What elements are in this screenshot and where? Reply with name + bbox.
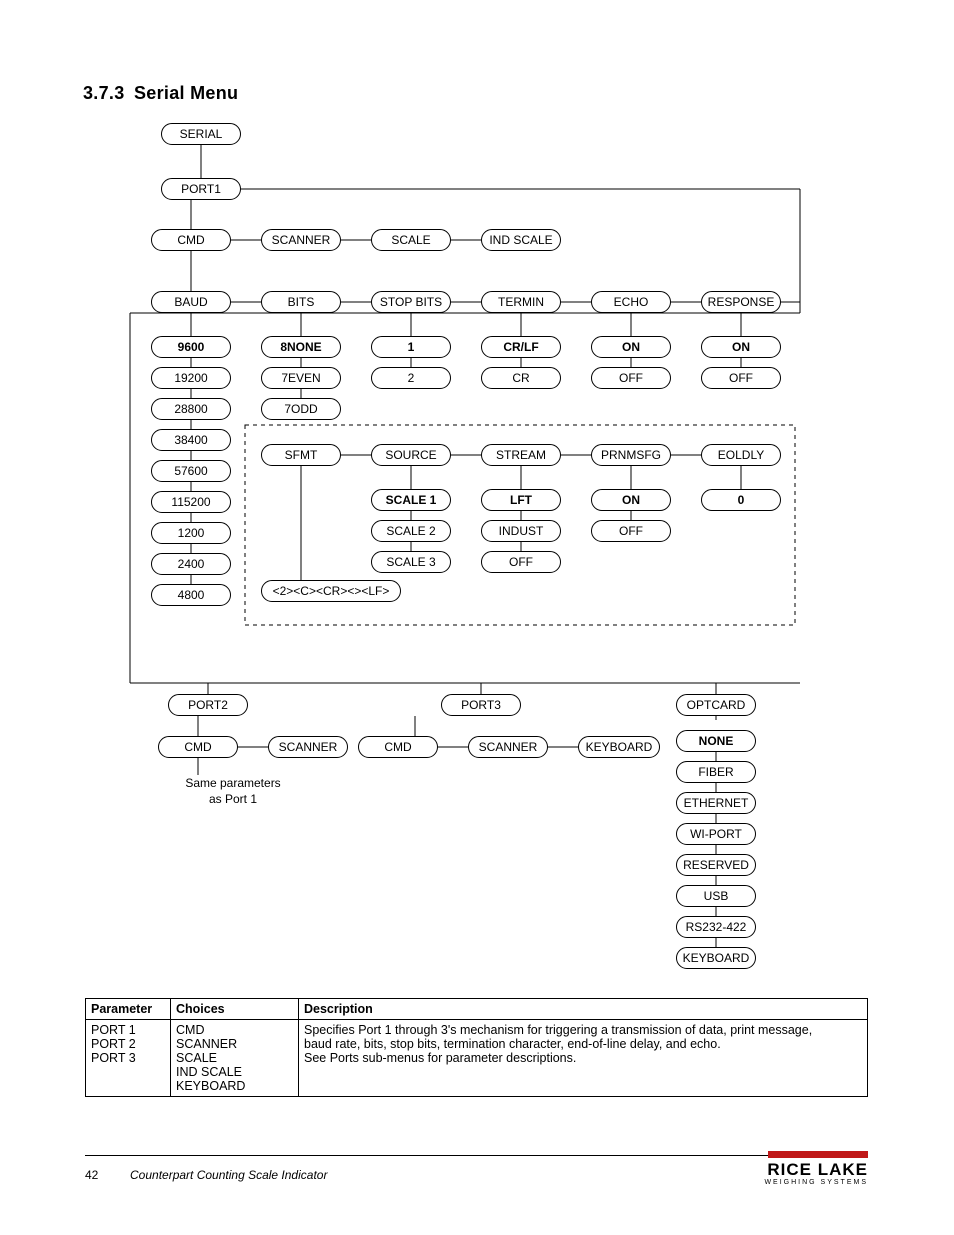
opt-baud-0: 9600	[151, 336, 231, 358]
ch-l4: IND SCALE	[176, 1065, 242, 1079]
node-cmd: CMD	[151, 229, 231, 251]
brand-bot: WEIGHING SYSTEMS	[740, 1179, 868, 1186]
footer-rule	[85, 1155, 868, 1156]
p3-cmd: CMD	[358, 736, 438, 758]
node-stopbits: STOP BITS	[371, 291, 451, 313]
node-bits: BITS	[261, 291, 341, 313]
opt-resp-0: ON	[701, 336, 781, 358]
brand-redbar	[768, 1151, 868, 1158]
opt-str-2: OFF	[481, 551, 561, 573]
opt-baud-5: 115200	[151, 491, 231, 513]
opt-optcard-3: WI-PORT	[676, 823, 756, 845]
footer-title: Counterpart Counting Scale Indicator	[130, 1168, 327, 1182]
opt-prn-0: ON	[591, 489, 671, 511]
td-param: PORT 1 PORT 2 PORT 3	[86, 1020, 171, 1097]
p2-scanner: SCANNER	[268, 736, 348, 758]
p3-scanner: SCANNER	[468, 736, 548, 758]
node-eoldly: EOLDLY	[701, 444, 781, 466]
opt-stop-0: 1	[371, 336, 451, 358]
td-desc: Specifies Port 1 through 3's mechanism f…	[299, 1020, 868, 1097]
p3-keyboard: KEYBOARD	[578, 736, 660, 758]
opt-str-0: LFT	[481, 489, 561, 511]
brand-top: RICE LAKE	[740, 1161, 868, 1178]
opt-baud-2: 28800	[151, 398, 231, 420]
opt-baud-1: 19200	[151, 367, 231, 389]
node-source: SOURCE	[371, 444, 451, 466]
opt-echo-1: OFF	[591, 367, 671, 389]
th-desc: Description	[299, 999, 868, 1020]
section-number: 3.7.3	[83, 83, 125, 104]
opt-stop-1: 2	[371, 367, 451, 389]
opt-str-1: INDUST	[481, 520, 561, 542]
th-param: Parameter	[86, 999, 171, 1020]
opt-term-0: CR/LF	[481, 336, 561, 358]
td-choices: CMD SCANNER SCALE IND SCALE KEYBOARD	[171, 1020, 299, 1097]
node-echo: ECHO	[591, 291, 671, 313]
opt-optcard-4: RESERVED	[676, 854, 756, 876]
opt-src-0: SCALE 1	[371, 489, 451, 511]
opt-src-2: SCALE 3	[371, 551, 451, 573]
opt-optcard-7: KEYBOARD	[676, 947, 756, 969]
node-scanner: SCANNER	[261, 229, 341, 251]
node-prnmsfg: PRNMSFG	[591, 444, 671, 466]
opt-bits-1: 7EVEN	[261, 367, 341, 389]
opt-baud-6: 1200	[151, 522, 231, 544]
footer-pagenum: 42	[85, 1168, 98, 1182]
desc-l3: See Ports sub-menus for parameter descri…	[304, 1051, 576, 1065]
opt-baud-8: 4800	[151, 584, 231, 606]
p2-note-l1: Same parameters	[185, 776, 280, 790]
brand-logo: RICE LAKE WEIGHING SYSTEMS	[740, 1161, 868, 1186]
ch-l3: SCALE	[176, 1051, 217, 1065]
opt-bits-0: 8NONE	[261, 336, 341, 358]
param-l1: PORT 1	[91, 1023, 136, 1037]
opt-src-1: SCALE 2	[371, 520, 451, 542]
node-port3: PORT3	[441, 694, 521, 716]
param-l3: PORT 3	[91, 1051, 136, 1065]
ch-l5: KEYBOARD	[176, 1079, 245, 1093]
opt-optcard-6: RS232-422	[676, 916, 756, 938]
opt-resp-1: OFF	[701, 367, 781, 389]
node-serial: SERIAL	[161, 123, 241, 145]
opt-optcard-1: FIBER	[676, 761, 756, 783]
opt-baud-4: 57600	[151, 460, 231, 482]
opt-eol-0: 0	[701, 489, 781, 511]
param-l2: PORT 2	[91, 1037, 136, 1051]
node-port1: PORT1	[161, 178, 241, 200]
opt-term-1: CR	[481, 367, 561, 389]
ch-l2: SCANNER	[176, 1037, 237, 1051]
section-title: Serial Menu	[134, 83, 238, 104]
opt-baud-3: 38400	[151, 429, 231, 451]
p2-note: Same parameters as Port 1	[178, 776, 288, 807]
opt-optcard-0: NONE	[676, 730, 756, 752]
node-stream: STREAM	[481, 444, 561, 466]
opt-prn-1: OFF	[591, 520, 671, 542]
node-sfmt: SFMT	[261, 444, 341, 466]
p2-cmd: CMD	[158, 736, 238, 758]
node-response: RESPONSE	[701, 291, 781, 313]
node-termin: TERMIN	[481, 291, 561, 313]
ch-l1: CMD	[176, 1023, 204, 1037]
opt-bits-2: 7ODD	[261, 398, 341, 420]
node-scale: SCALE	[371, 229, 451, 251]
node-indscale: IND SCALE	[481, 229, 561, 251]
opt-optcard-5: USB	[676, 885, 756, 907]
p2-note-l2: as Port 1	[209, 792, 257, 806]
opt-optcard-2: ETHERNET	[676, 792, 756, 814]
desc-l1: Specifies Port 1 through 3's mechanism f…	[304, 1023, 812, 1037]
opt-echo-0: ON	[591, 336, 671, 358]
opt-sfmt-format: <2><C><CR><><LF>	[261, 580, 401, 602]
node-optcard: OPTCARD	[676, 694, 756, 716]
node-port2: PORT2	[168, 694, 248, 716]
param-table: Parameter Choices Description PORT 1 POR…	[85, 998, 868, 1097]
desc-l2: baud rate, bits, stop bits, termination …	[304, 1037, 721, 1051]
opt-baud-7: 2400	[151, 553, 231, 575]
node-baud: BAUD	[151, 291, 231, 313]
th-choices: Choices	[171, 999, 299, 1020]
